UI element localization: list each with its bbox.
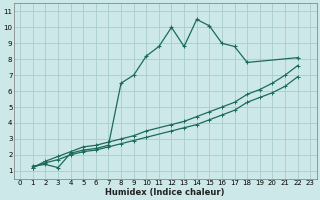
X-axis label: Humidex (Indice chaleur): Humidex (Indice chaleur) [106, 188, 225, 197]
